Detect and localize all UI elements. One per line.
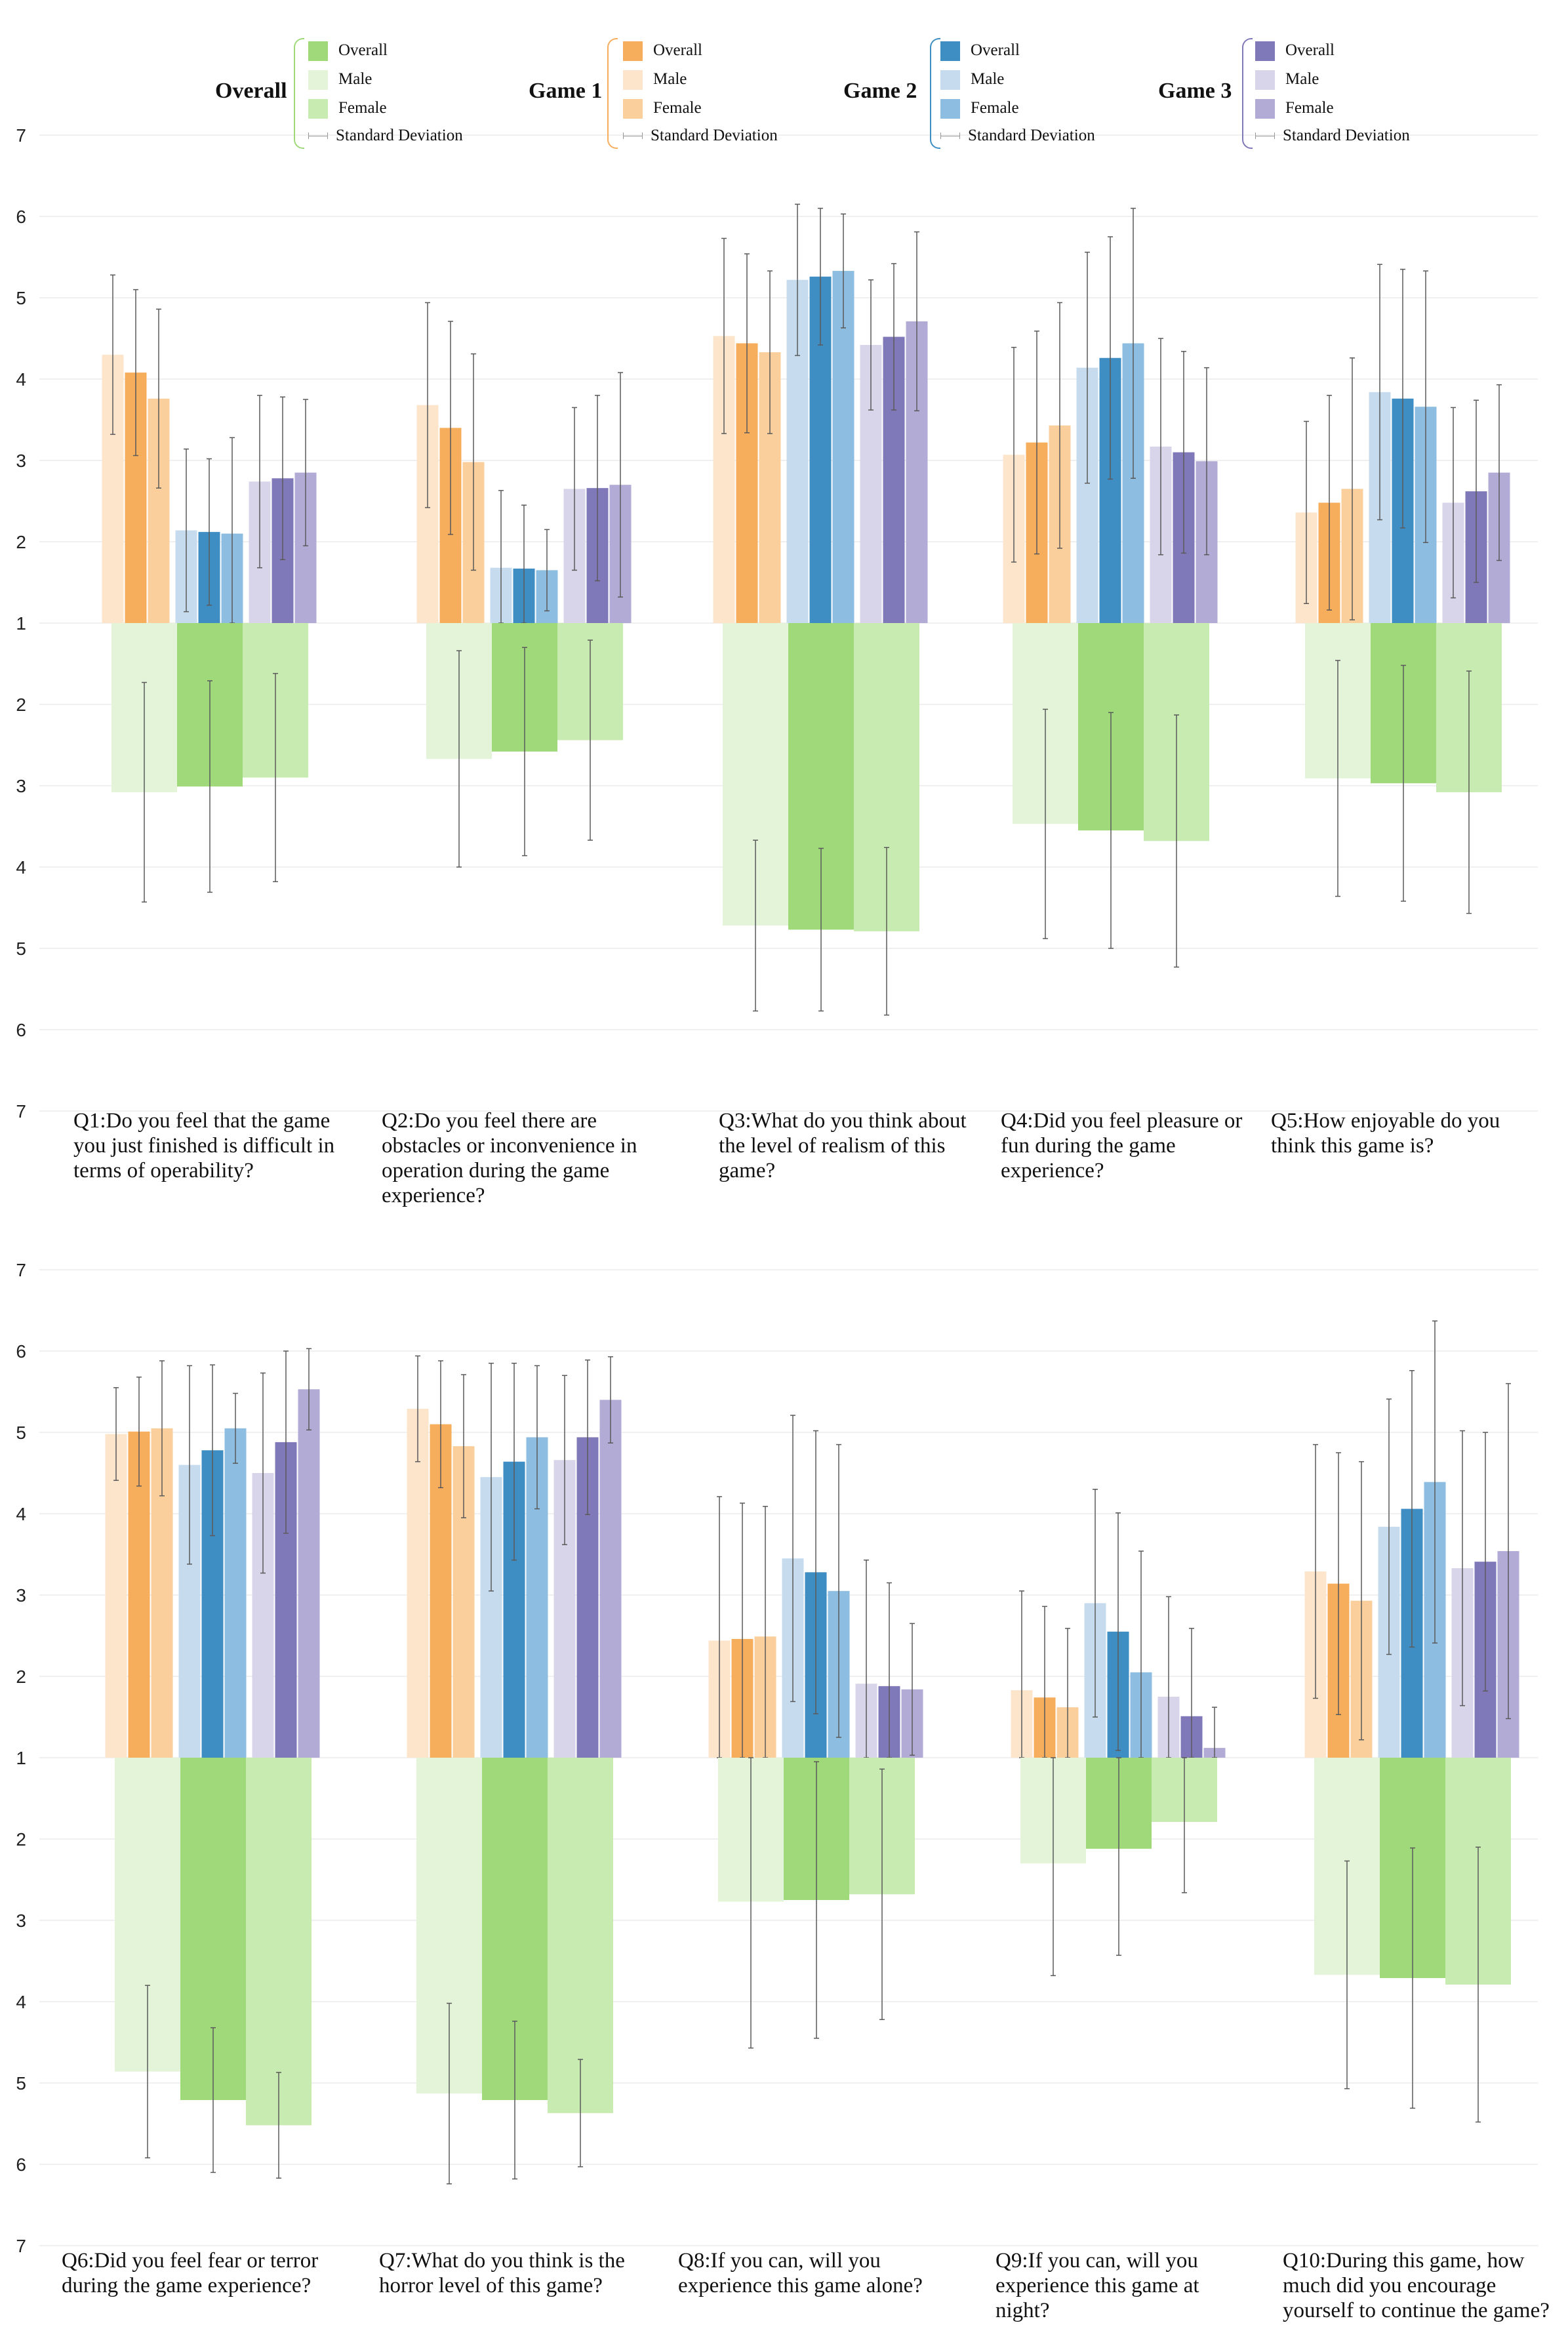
tick-label: 6 (16, 207, 26, 227)
question-label-q1: Q1:Do you feel that the game you just fi… (73, 1109, 335, 1183)
swatch-female (1255, 99, 1275, 119)
tick-label: 2 (16, 695, 26, 715)
legend-item-overall: Overall (940, 41, 1020, 62)
legend-brace (607, 38, 618, 149)
legend-item-sd: Standard Deviation (940, 126, 1095, 146)
tick-label: 1 (16, 1748, 26, 1768)
legend-item-male: Male (1255, 70, 1319, 91)
legend-item-sd: Standard Deviation (1255, 126, 1410, 146)
tick-label: 3 (16, 776, 26, 796)
question-label-q2: Q2:Do you feel there are obstacles or in… (382, 1109, 637, 1207)
tick-label: 4 (16, 1992, 26, 2012)
tick-label: 3 (16, 451, 26, 471)
legend-brace (930, 38, 940, 149)
legend-title: Game 3 (1158, 79, 1232, 103)
bar-q6-overall-female (246, 1758, 312, 2126)
swatch-male (1255, 70, 1275, 91)
bar-q3-game2-female (832, 271, 854, 624)
tick-label: 4 (16, 1504, 26, 1524)
question-label-q6: Q6:Did you feel fear or terror during th… (62, 2249, 319, 2297)
swatch-overall (1255, 41, 1275, 62)
tick-label: 5 (16, 288, 26, 308)
bar-q7-overall-female (548, 1758, 613, 2113)
question-label-q8: Q8:If you can, will you experience this … (678, 2249, 923, 2297)
legend-overall: Overall Overall Male Female Standard Dev… (210, 33, 463, 151)
question-label-q5: Q5:How enjoyable do you think this game … (1271, 1109, 1500, 1158)
tick-label: 3 (16, 1585, 26, 1606)
bar-q6-game2-female (224, 1428, 247, 1758)
question-label-q3: Q3:What do you think about the level of … (719, 1109, 967, 1183)
legend-item-overall: Overall (308, 41, 388, 62)
swatch-male (940, 70, 960, 91)
legend-item-sd: Standard Deviation (308, 126, 463, 146)
swatch-overall (308, 41, 328, 62)
legend-title: Game 2 (843, 79, 917, 103)
tick-label: 4 (16, 857, 26, 878)
tick-label: 6 (16, 1020, 26, 1040)
tick-label: 4 (16, 369, 26, 390)
legend-item-female: Female (623, 98, 702, 119)
tick-label: 2 (16, 532, 26, 552)
tick-label: 2 (16, 1667, 26, 1687)
tick-label: 7 (16, 125, 26, 146)
tick-label: 2 (16, 1829, 26, 1850)
tick-label: 5 (16, 939, 26, 959)
tick-label: 7 (16, 2236, 26, 2256)
legend-item-female: Female (1255, 98, 1334, 119)
bar-q6-game1-male (105, 1434, 127, 1758)
legend-item-male: Male (623, 70, 687, 91)
sd-icon (623, 131, 643, 142)
legend-game2: Game 2 Overall Male Female Standard Devi… (842, 33, 1117, 151)
sd-icon (940, 131, 960, 142)
legend-brace (1242, 38, 1253, 149)
legend-item-overall: Overall (623, 41, 702, 62)
swatch-female (308, 99, 328, 119)
swatch-male (623, 70, 643, 91)
legend-brace (294, 38, 304, 149)
legend-game1: Game 1 Overall Male Female Standard Devi… (525, 33, 800, 151)
sd-icon (308, 131, 328, 142)
question-label-q7: Q7:What do you think is the horror level… (379, 2249, 625, 2297)
question-label-q9: Q9:If you can, will you experience this … (995, 2249, 1199, 2322)
tick-label: 7 (16, 1260, 26, 1280)
legend-item-sd: Standard Deviation (623, 126, 778, 146)
legend-item-male: Male (940, 70, 1004, 91)
tick-label: 6 (16, 1341, 26, 1362)
tick-label: 6 (16, 2154, 26, 2175)
legend-game3: Game 3 Overall Male Female Standard Devi… (1157, 33, 1432, 151)
sd-icon (1255, 131, 1275, 142)
question-label-q10: Q10:During this game, how much did you e… (1283, 2249, 1550, 2322)
bar-q7-game3-female (599, 1400, 622, 1758)
legend-title: Game 1 (529, 79, 603, 103)
legend-item-female: Female (308, 98, 387, 119)
legend-title: Overall (215, 79, 287, 103)
legend-item-female: Female (940, 98, 1019, 119)
swatch-male (308, 70, 328, 91)
tick-label: 5 (16, 2073, 26, 2093)
swatch-overall (623, 41, 643, 62)
tick-label: 7 (16, 1101, 26, 1122)
swatch-female (623, 99, 643, 119)
tick-label: 5 (16, 1423, 26, 1443)
tick-label: 3 (16, 1911, 26, 1931)
swatch-female (940, 99, 960, 119)
bar-q7-game1-male (407, 1409, 429, 1758)
legend-item-male: Male (308, 70, 372, 91)
legend-item-overall: Overall (1255, 41, 1335, 62)
question-label-q4: Q4:Did you feel pleasure or fun during t… (1001, 1109, 1243, 1183)
swatch-overall (940, 41, 960, 62)
tick-label: 1 (16, 613, 26, 634)
bar-q6-game3-female (298, 1389, 320, 1758)
